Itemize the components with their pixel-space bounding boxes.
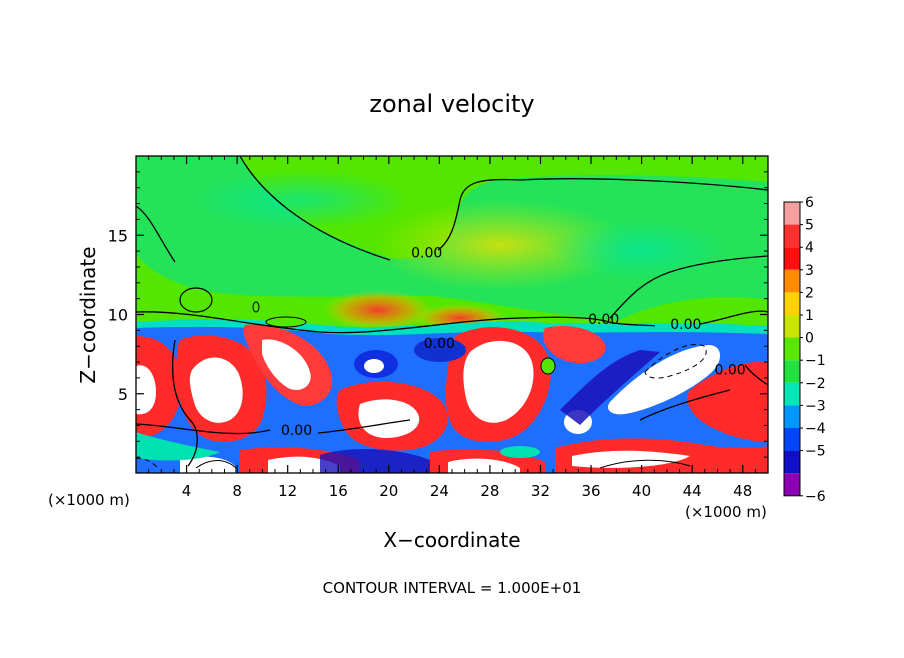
x-tick-label: 44 (683, 482, 702, 500)
zero-contour-right-upper (609, 255, 768, 319)
colorbar-frame (783, 201, 801, 497)
zero-contour-right-low (639, 389, 731, 421)
green-patch-c (265, 316, 307, 328)
zero-contour-upper (239, 156, 768, 261)
zero-contour-left-wave (171, 339, 198, 467)
teal-lower-left (136, 432, 220, 461)
x-tick-label: 32 (531, 482, 550, 500)
positive-contour-lower (195, 459, 691, 469)
contour-label: 0.00 (424, 336, 455, 352)
upper-yellow-glow (370, 200, 630, 290)
contour-label: 0.00 (281, 423, 312, 439)
white-core-a (189, 357, 243, 423)
colorbar-swatch (784, 428, 800, 451)
colorbar-label: 2 (805, 285, 814, 301)
colorbar-label: 6 (805, 195, 814, 211)
x-tick-label: 16 (329, 482, 348, 500)
y-tick-label: 10 (108, 306, 128, 325)
colorbar-swatch (784, 315, 800, 338)
colorbar-label: 0 (805, 331, 814, 347)
chart-title: zonal velocity (369, 90, 534, 118)
colorbar: 6 5 4 3 2 1 0 −1 −2 −3 −4 −5 −6 (783, 195, 826, 505)
white-core-d (463, 340, 534, 423)
upper-teal-glow-2 (190, 170, 410, 230)
negative-contour-dashed (644, 344, 707, 379)
x-tick-label: 20 (379, 482, 398, 500)
x-axis: 4 8 12 16 20 24 28 32 36 40 44 48 (148, 156, 756, 500)
colorbar-swatch (784, 360, 800, 383)
red-core-e (542, 325, 606, 364)
x-tick-label: 40 (632, 482, 651, 500)
colorbar-swatch (784, 269, 800, 293)
x-tick-label: 48 (733, 482, 752, 500)
teal-mid (500, 446, 540, 458)
colorbar-swatch (784, 224, 800, 248)
y-tick-label: 5 (118, 385, 128, 404)
zero-contour-band-right (744, 364, 768, 386)
colorbar-swatch (784, 473, 800, 496)
negative-contour-dashed-2 (136, 457, 159, 469)
x-tick-label: 36 (581, 482, 600, 500)
x-unit-label-left: (×1000 m) (48, 491, 130, 509)
colorbar-swatch (784, 202, 800, 225)
contour-label: 0.00 (670, 317, 701, 333)
zero-contour-band-top (136, 310, 768, 334)
white-core-h (448, 458, 520, 473)
colorbar-swatch (784, 337, 800, 361)
white-core-b (262, 339, 311, 391)
white-core-e (607, 345, 721, 415)
dark-blue-streak (560, 350, 660, 425)
colorbar-swatch (784, 247, 800, 270)
green-patch-b (540, 357, 556, 375)
colorbar-swatch (784, 382, 800, 406)
colorbar-label: −4 (805, 421, 826, 437)
white-core-left (136, 365, 156, 415)
colorbar-label: −1 (805, 353, 826, 369)
blue-eddy-a-core (364, 359, 384, 373)
colorbar-label: 1 (805, 308, 814, 324)
x-axis-label: X−coordinate (383, 528, 520, 552)
dark-blue-streak-2 (320, 448, 430, 473)
red-core-g (687, 361, 768, 442)
y-axis: 5 10 15 (108, 171, 768, 458)
contour-label: 0.00 (714, 363, 745, 379)
green-patch-a (179, 287, 213, 313)
x-unit-label-right: (×1000 m) (685, 503, 767, 521)
x-tick-label: 4 (182, 482, 192, 500)
contour-labels: 0.00 0.00 0.00 0.00 0.00 0.00 (281, 245, 746, 439)
colorbar-label: 4 (805, 240, 814, 256)
colorbar-swatch (784, 450, 800, 474)
blue-eddy-b (414, 338, 466, 362)
upper-red-glow (323, 290, 433, 330)
y-tick-label: 15 (108, 226, 128, 245)
colorbar-label: −5 (805, 444, 826, 460)
colorbar-label: 5 (805, 218, 814, 234)
zero-contour-left (136, 205, 176, 263)
x-tick-label: 8 (232, 482, 242, 500)
white-core-f (572, 450, 690, 468)
colorbar-label: 3 (805, 263, 814, 279)
contour-label: 0.00 (411, 245, 442, 261)
x-tick-label: 12 (278, 482, 297, 500)
colorbar-label: −2 (805, 376, 826, 392)
contour-label: 0.00 (588, 312, 619, 328)
y-axis-label: Z−coordinate (76, 246, 100, 383)
plot-area: 0.00 0.00 0.00 0.00 0.00 0.00 (136, 156, 768, 473)
zero-contour-band-low (136, 419, 411, 435)
white-core-c (358, 399, 420, 438)
colorbar-swatch (784, 292, 800, 315)
upper-teal-glow (550, 220, 730, 280)
colorbar-label: −6 (805, 489, 826, 505)
contour-interval-note: CONTOUR INTERVAL = 1.000E+01 (323, 579, 582, 597)
colorbar-swatch (784, 405, 800, 428)
green-patch-d (252, 301, 260, 313)
x-tick-label: 24 (430, 482, 449, 500)
colorbar-label: −3 (805, 398, 826, 414)
x-tick-label: 28 (480, 482, 499, 500)
